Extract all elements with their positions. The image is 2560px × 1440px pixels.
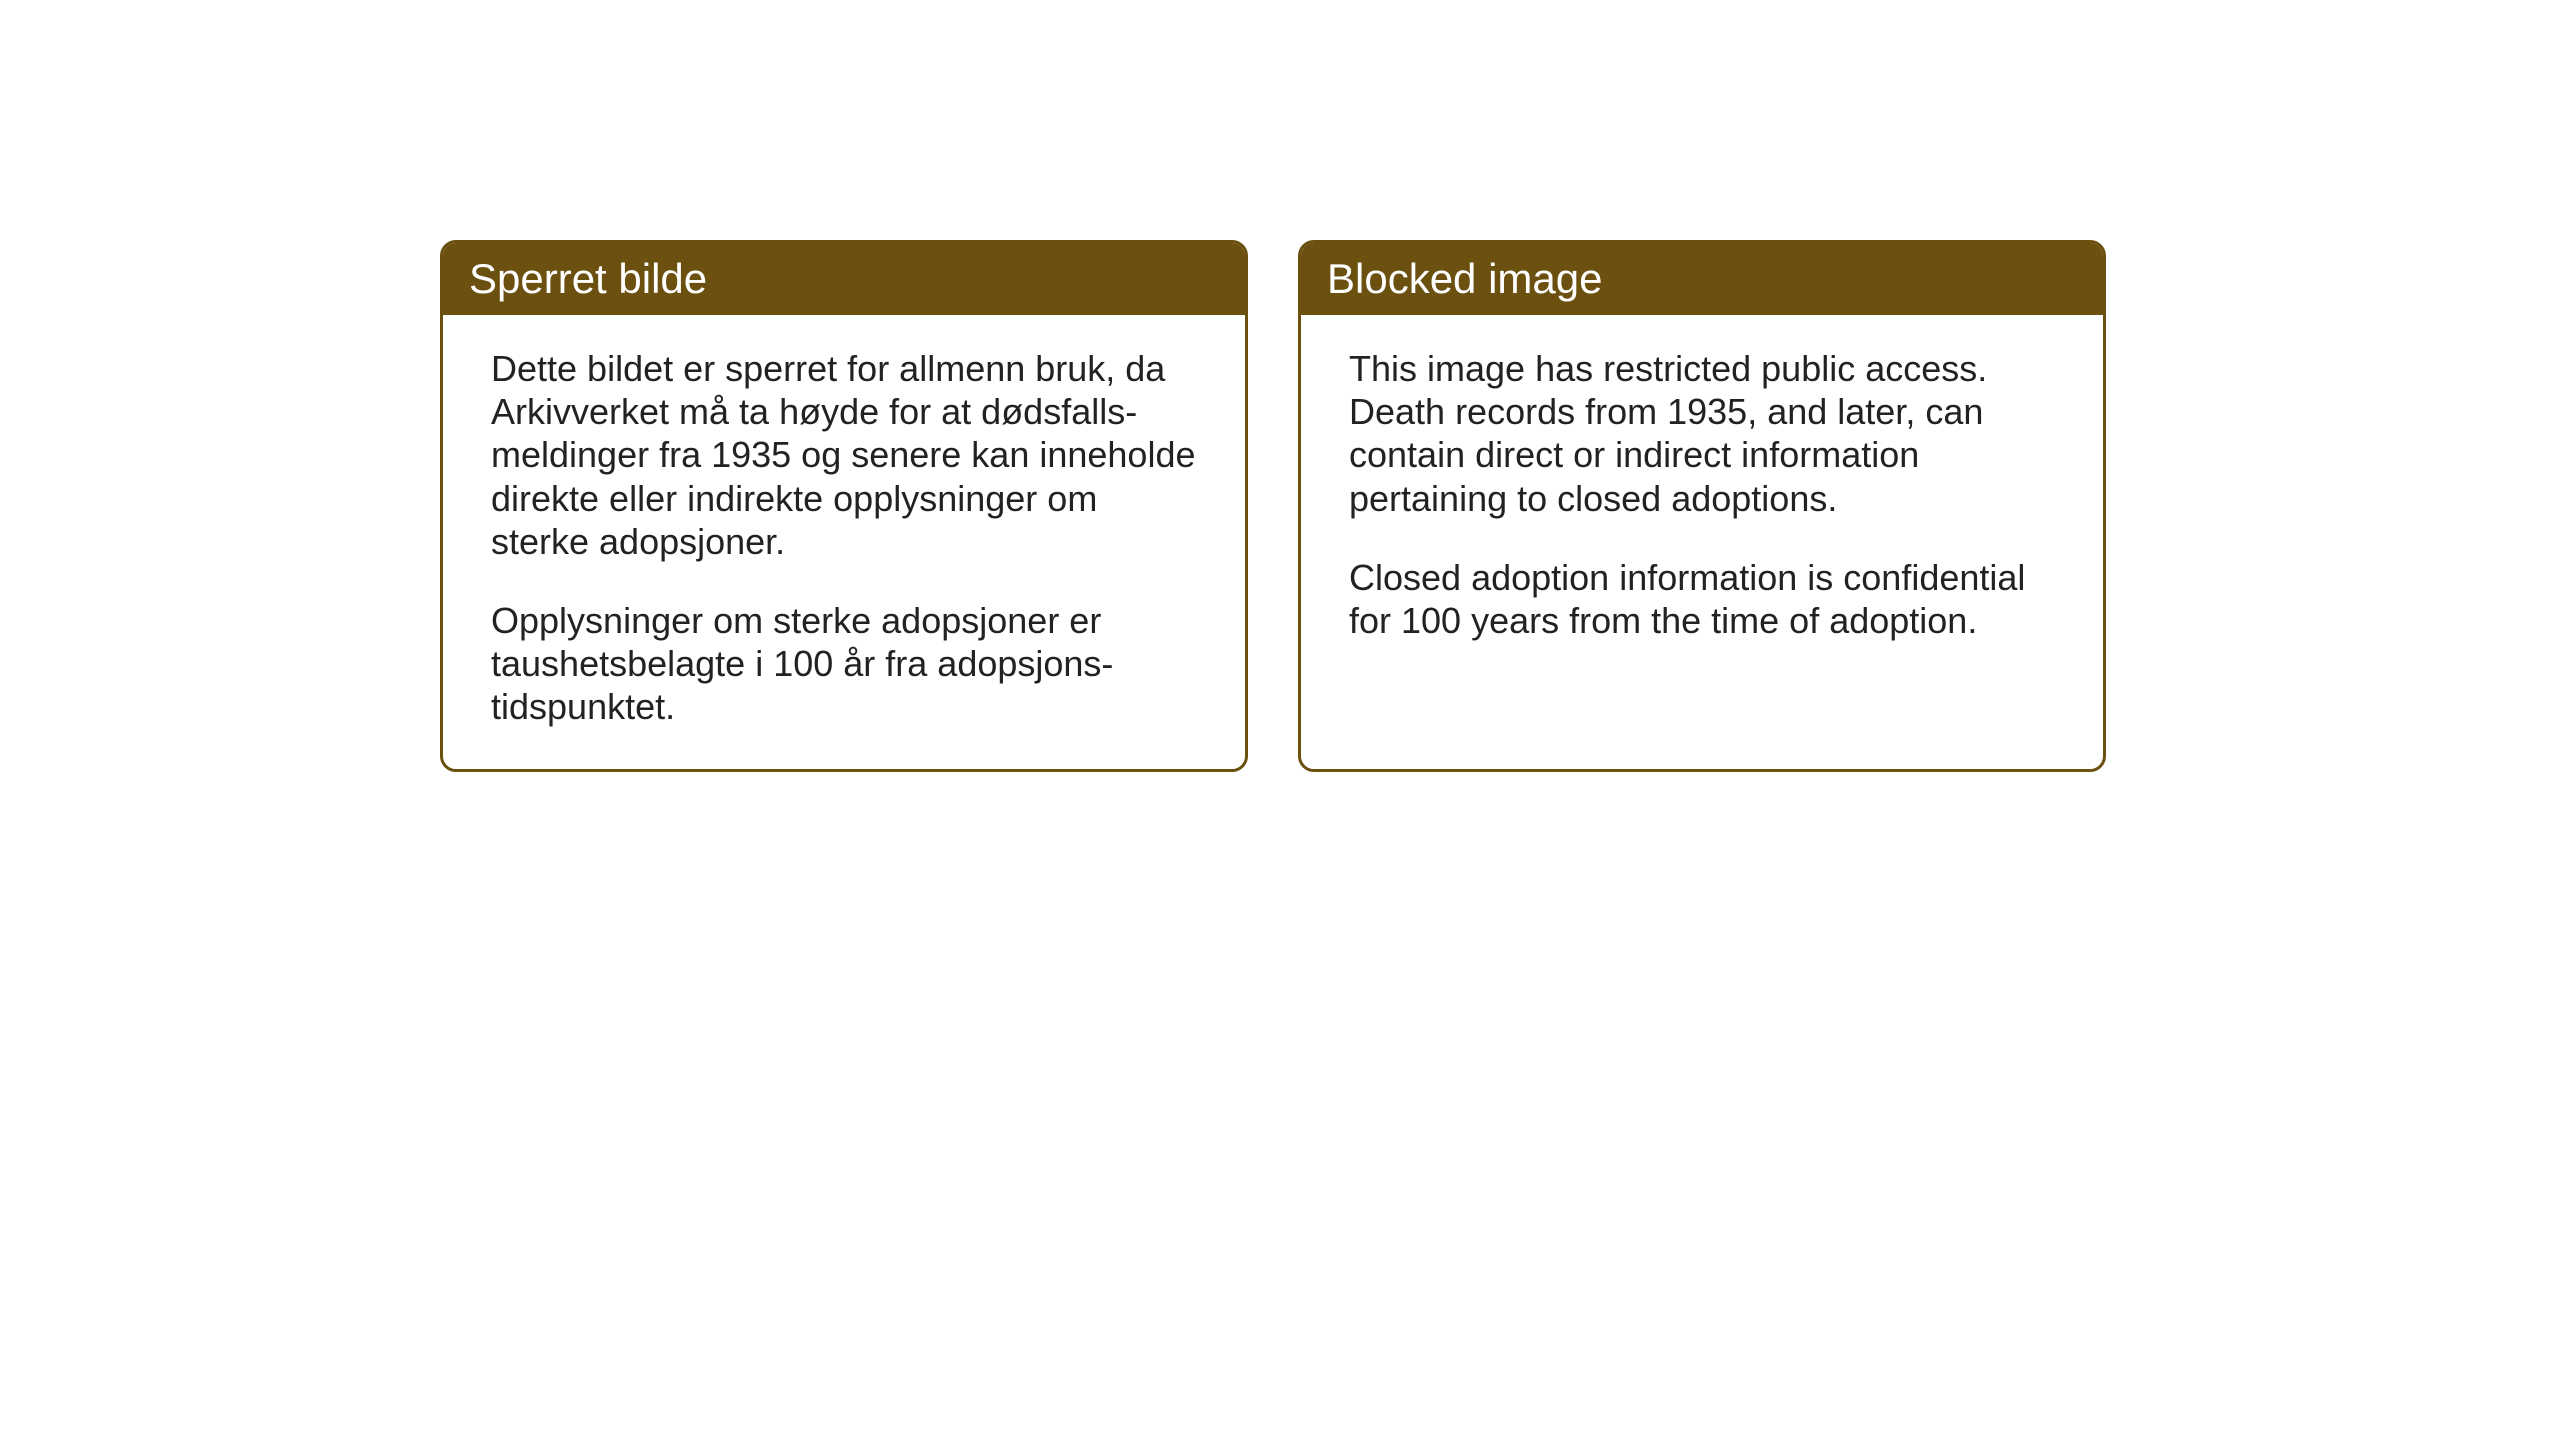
card-header-english: Blocked image: [1301, 243, 2103, 315]
card-paragraph-norwegian-1: Dette bildet er sperret for allmenn bruk…: [491, 347, 1197, 563]
card-title-english: Blocked image: [1327, 255, 1602, 302]
notice-container: Sperret bilde Dette bildet er sperret fo…: [440, 240, 2106, 772]
card-paragraph-norwegian-2: Opplysninger om sterke adopsjoner er tau…: [491, 599, 1197, 729]
card-header-norwegian: Sperret bilde: [443, 243, 1245, 315]
card-body-english: This image has restricted public access.…: [1301, 315, 2103, 745]
notice-card-norwegian: Sperret bilde Dette bildet er sperret fo…: [440, 240, 1248, 772]
card-title-norwegian: Sperret bilde: [469, 255, 707, 302]
notice-card-english: Blocked image This image has restricted …: [1298, 240, 2106, 772]
card-paragraph-english-1: This image has restricted public access.…: [1349, 347, 2055, 520]
card-paragraph-english-2: Closed adoption information is confident…: [1349, 556, 2055, 642]
card-body-norwegian: Dette bildet er sperret for allmenn bruk…: [443, 315, 1245, 769]
